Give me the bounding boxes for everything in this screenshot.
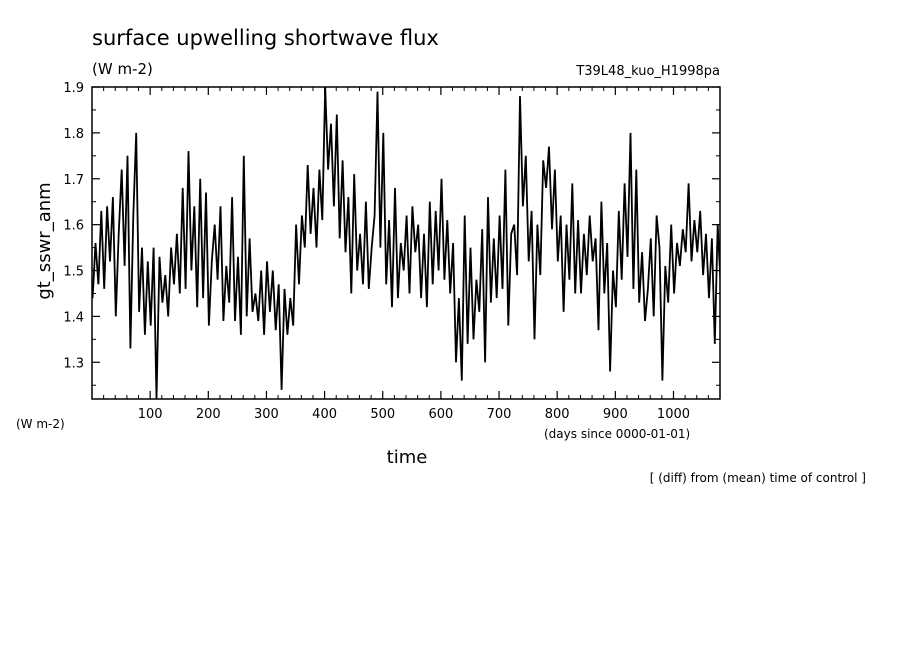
units-label: (W m-2) — [92, 60, 153, 78]
y-axis-units: (W m-2) — [16, 417, 65, 431]
experiment-label: T39L48_kuo_H1998pa — [575, 64, 720, 79]
x-axis-title: time — [387, 447, 428, 468]
y-tick-label: 1.8 — [63, 127, 84, 142]
x-axis-units: (days since 0000-01-01) — [544, 427, 690, 441]
chart-title: surface upwelling shortwave flux — [92, 26, 439, 50]
x-tick-label: 300 — [254, 407, 279, 422]
x-tick-label: 100 — [138, 407, 163, 422]
y-tick-label: 1.4 — [63, 310, 84, 325]
x-tick-label: 400 — [312, 407, 337, 422]
plot-area: 100 200 300 400 500 600 700 800 900 1000 1.3 1.4 1.5… — [63, 81, 721, 422]
footnote: [ (diff) from (mean) time of control ] — [650, 471, 866, 485]
x-tick-label: 600 — [428, 407, 453, 422]
y-tick-label: 1.7 — [63, 173, 84, 188]
y-axis-title: gt_sswr_anm — [34, 182, 55, 299]
x-tick-label: 900 — [603, 407, 628, 422]
x-tick-label: 1000 — [657, 407, 690, 422]
y-tick-label: 1.3 — [63, 356, 84, 371]
series-line-0 — [92, 87, 720, 399]
x-tick-label: 200 — [196, 407, 221, 422]
x-tick-label: 700 — [487, 407, 512, 422]
x-tick-label: 800 — [545, 407, 570, 422]
x-tick-label: 500 — [370, 407, 395, 422]
y-tick-label: 1.6 — [63, 219, 84, 234]
y-tick-label: 1.9 — [63, 81, 84, 96]
y-tick-label: 1.5 — [63, 265, 84, 280]
